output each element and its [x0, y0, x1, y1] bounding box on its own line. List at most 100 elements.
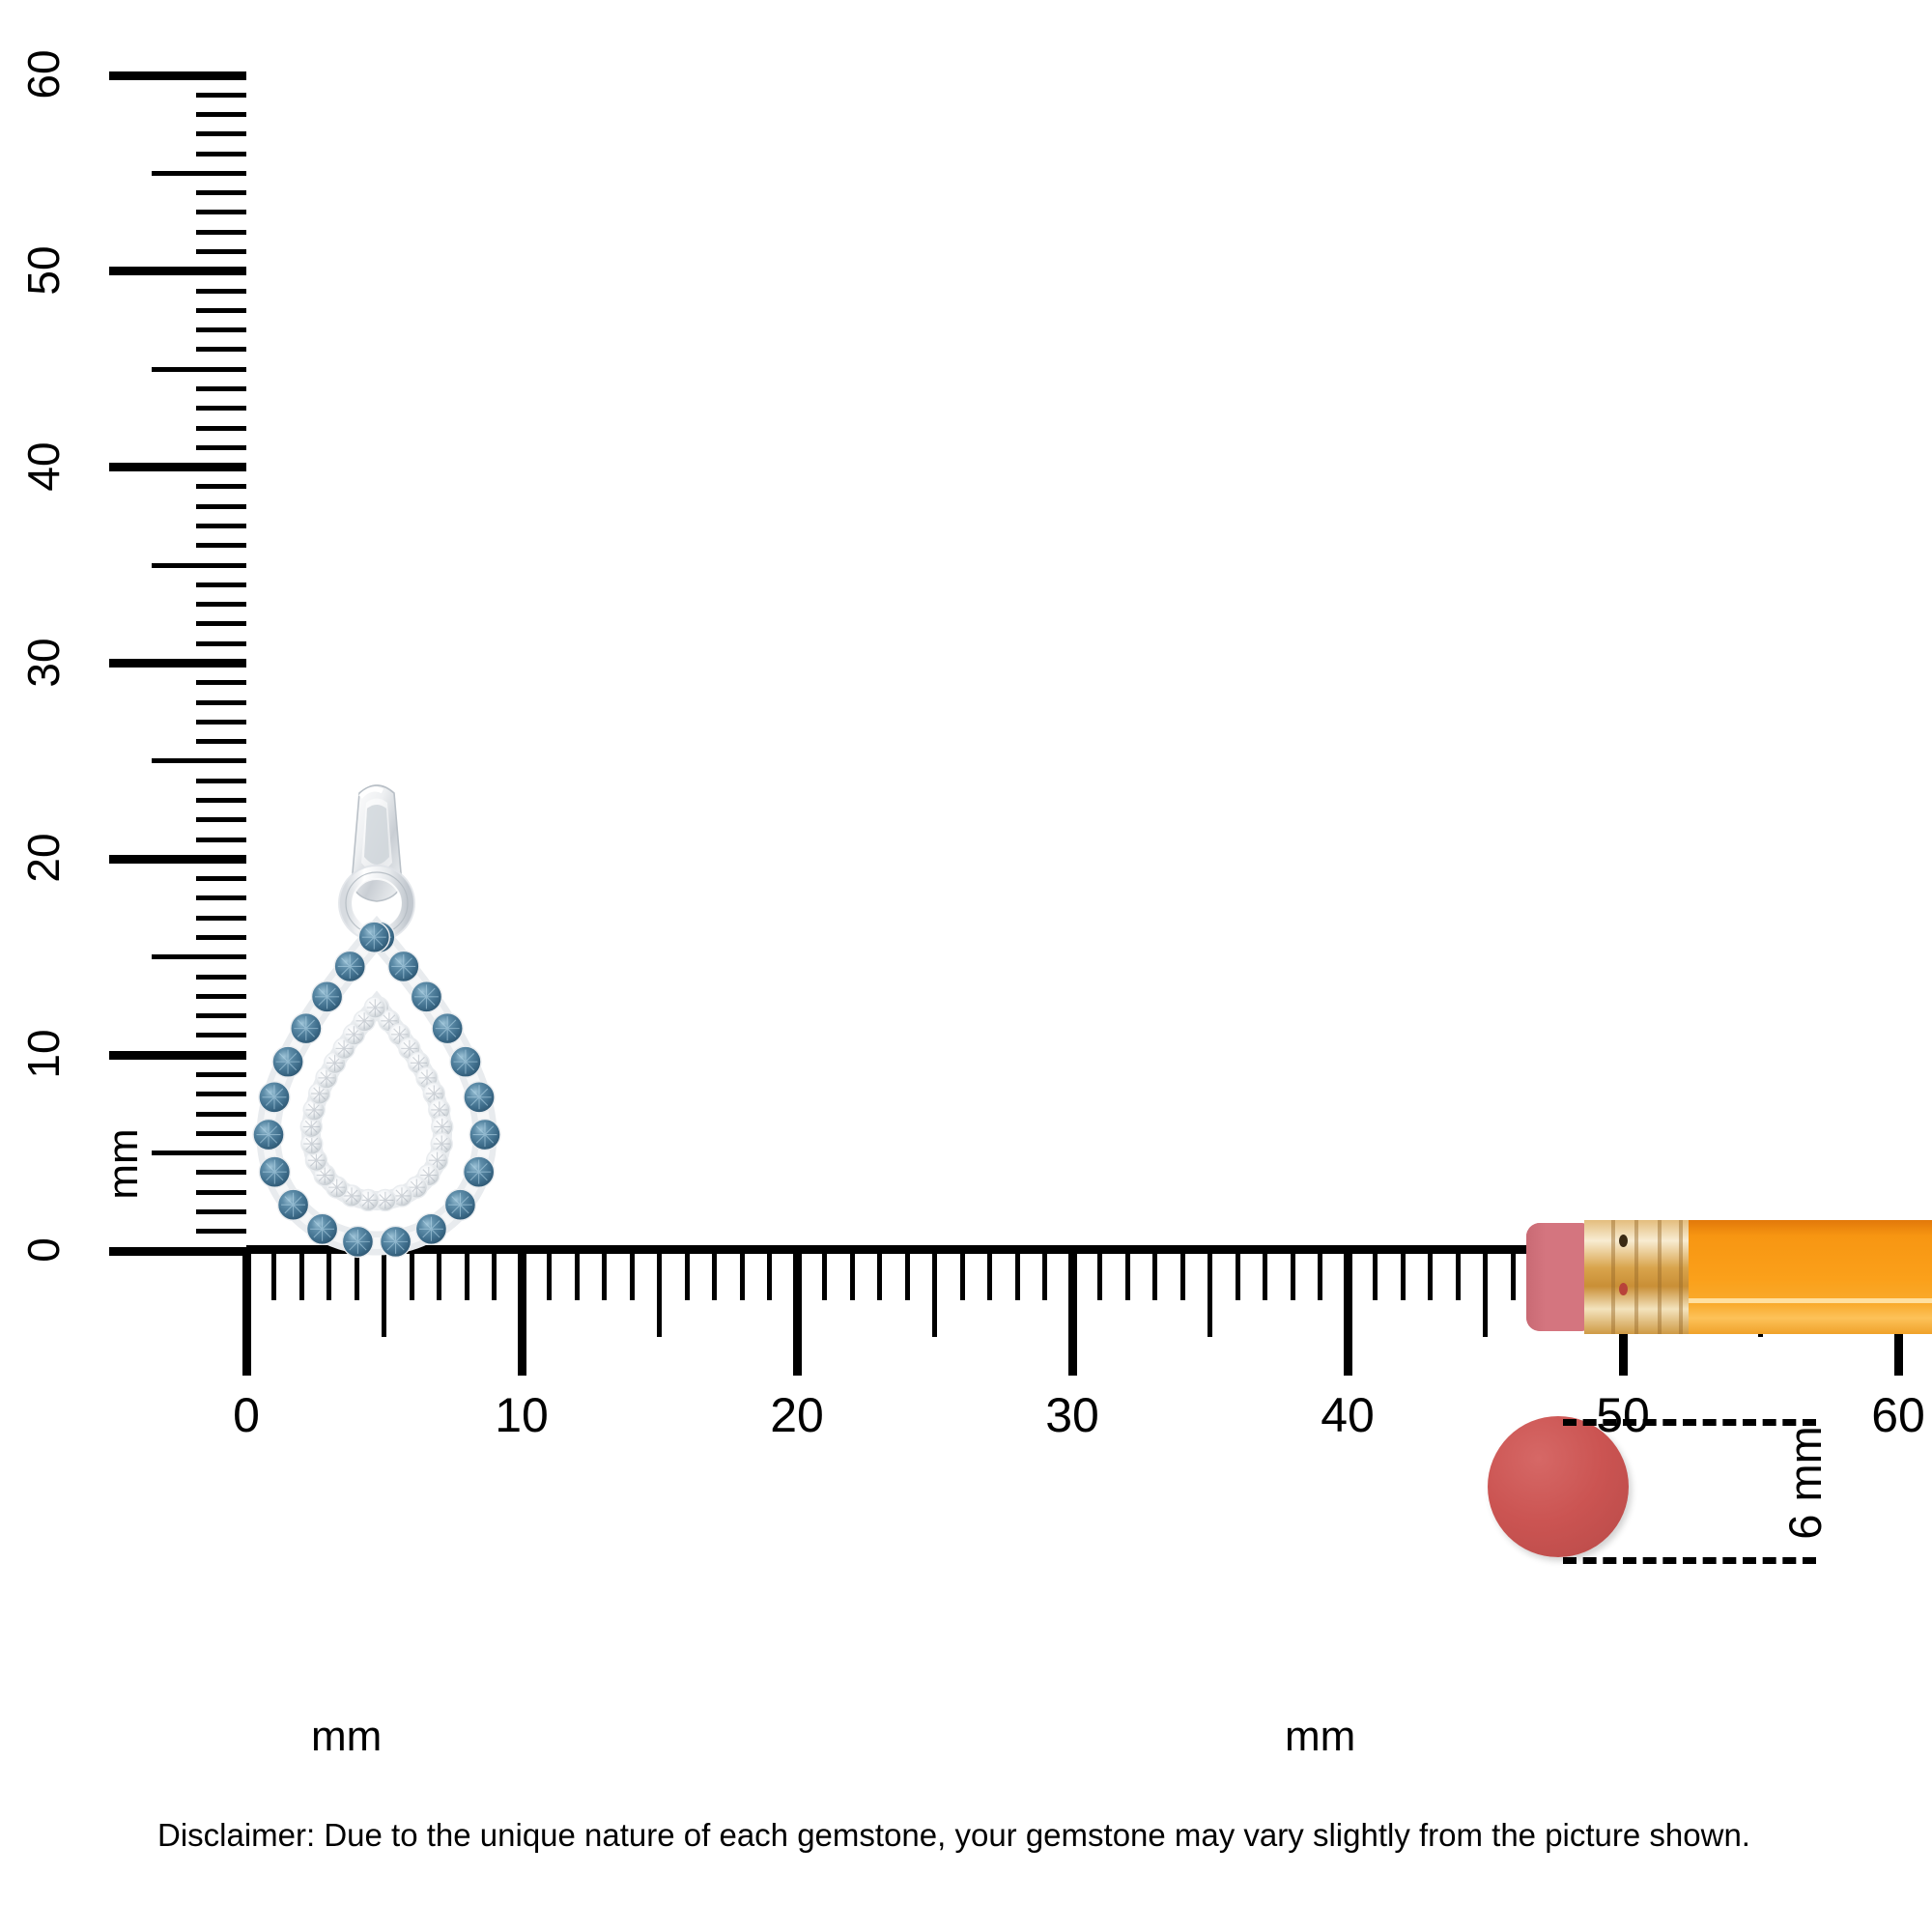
vruler-minor-tick	[196, 895, 246, 901]
gemstone-facet	[377, 1191, 394, 1209]
pencil-reference	[1526, 1215, 1932, 1341]
vruler-minor-tick	[196, 778, 246, 783]
hruler-minor-tick	[1455, 1254, 1461, 1300]
vruler-minor-tick	[196, 739, 246, 745]
hruler-minor-tick	[1097, 1254, 1102, 1300]
hruler-baseline	[246, 1245, 1898, 1254]
vruler-major-tick	[109, 463, 246, 472]
vruler-mid-tick	[152, 562, 246, 568]
vruler-minor-tick	[196, 876, 246, 882]
pencil-ferrule-ridge	[1679, 1220, 1683, 1334]
vruler-minor-tick	[196, 92, 246, 98]
hruler-minor-tick	[464, 1254, 469, 1300]
vruler-label: 40	[18, 441, 69, 492]
vruler-major-tick	[109, 659, 246, 668]
gemstone-facet	[472, 1122, 497, 1148]
pencil-ferrule-ridge	[1658, 1220, 1662, 1334]
gemstone-facet	[467, 1085, 492, 1110]
hruler-mid-tick	[657, 1254, 662, 1337]
hruler-minor-tick	[877, 1254, 882, 1300]
hruler-label: 20	[770, 1388, 824, 1442]
hruler-minor-tick	[271, 1254, 276, 1300]
hruler-minor-tick	[1152, 1254, 1157, 1300]
vruler-minor-tick	[196, 131, 246, 137]
hruler-minor-tick	[767, 1254, 772, 1300]
hruler-major-tick	[1343, 1254, 1352, 1376]
hruler-label: 60	[1871, 1388, 1925, 1442]
gemstone-facet	[393, 1187, 411, 1205]
hruler-minor-tick	[437, 1254, 441, 1300]
hruler-minor-tick	[1290, 1254, 1295, 1300]
hruler-mid-tick	[382, 1254, 386, 1337]
gemstone-facet	[431, 1101, 448, 1119]
vruler-minor-tick	[196, 327, 246, 333]
vertical-ruler-unit-label: mm	[99, 1128, 147, 1200]
vruler-minor-tick	[196, 1111, 246, 1117]
gemstone-facet	[355, 1012, 373, 1030]
gemstone-facet	[384, 1229, 409, 1254]
hruler-minor-tick	[1235, 1254, 1240, 1300]
hruler-minor-tick	[1124, 1254, 1130, 1300]
vruler-minor-tick	[196, 484, 246, 490]
vruler-minor-tick	[196, 1130, 246, 1136]
gemstone-facet	[262, 1159, 287, 1184]
hruler-minor-tick	[602, 1254, 607, 1300]
hruler-major-tick	[792, 1254, 802, 1376]
gemstone-facet	[418, 1069, 436, 1087]
gemstone-facet	[335, 1039, 353, 1057]
hruler-minor-tick	[1263, 1254, 1267, 1300]
vruler-minor-tick	[196, 386, 246, 392]
hruler-minor-tick	[684, 1254, 690, 1300]
hruler-minor-tick	[492, 1254, 497, 1300]
horizontal-ruler-unit-label-right: mm	[1285, 1713, 1356, 1760]
gemstone-facet	[305, 1101, 323, 1119]
vruler-major-tick	[109, 854, 246, 864]
gemstone-facet	[366, 999, 384, 1016]
gemstone-facet	[361, 924, 386, 950]
vruler-minor-tick	[196, 543, 246, 549]
disclaimer-text: Disclaimer: Due to the unique nature of …	[157, 1817, 1750, 1853]
vruler-minor-tick	[196, 699, 246, 705]
hruler-minor-tick	[712, 1254, 717, 1300]
gemstone-facet	[435, 1016, 460, 1041]
gemstone-facet	[345, 1229, 370, 1254]
gemstone-facet	[326, 1054, 344, 1071]
vertical-ruler	[0, 0, 270, 1275]
vruler-minor-tick	[196, 1033, 246, 1038]
gemstone-facet	[310, 1216, 335, 1241]
vruler-minor-tick	[196, 1170, 246, 1176]
vruler-minor-tick	[196, 934, 246, 940]
hruler-minor-tick	[1428, 1254, 1433, 1300]
gemstone-facet	[318, 1069, 335, 1087]
vruler-label: 50	[18, 245, 69, 296]
vruler-minor-tick	[196, 817, 246, 823]
gemstone-facet	[307, 1151, 325, 1169]
vruler-minor-tick	[196, 1013, 246, 1019]
vruler-minor-tick	[196, 444, 246, 450]
pencil-ferrule-metal	[1584, 1220, 1690, 1334]
vruler-label: 60	[18, 49, 69, 99]
gemstone-facet	[294, 1016, 319, 1041]
hruler-major-tick	[1067, 1254, 1077, 1376]
hruler-minor-tick	[959, 1254, 965, 1300]
vruler-minor-tick	[196, 112, 246, 118]
hruler-minor-tick	[1014, 1254, 1020, 1300]
vruler-minor-tick	[196, 210, 246, 215]
vruler-minor-tick	[196, 503, 246, 509]
gemstone-facet	[433, 1135, 450, 1152]
gemstone-facet	[337, 953, 362, 979]
gemstone-facet	[316, 1166, 333, 1184]
vruler-minor-tick	[196, 1229, 246, 1235]
inner-gemstone-row	[299, 996, 454, 1212]
inner-white-gemstone	[363, 996, 387, 1019]
vruler-minor-tick	[196, 640, 246, 646]
vruler-minor-tick	[196, 797, 246, 803]
hruler-label: 50	[1596, 1388, 1650, 1442]
gemstone-facet	[302, 1118, 320, 1135]
vruler-minor-tick	[196, 602, 246, 608]
vruler-label: 10	[18, 1029, 69, 1079]
hruler-minor-tick	[327, 1254, 331, 1300]
vruler-minor-tick	[196, 680, 246, 686]
gemstone-facet	[425, 1085, 442, 1102]
